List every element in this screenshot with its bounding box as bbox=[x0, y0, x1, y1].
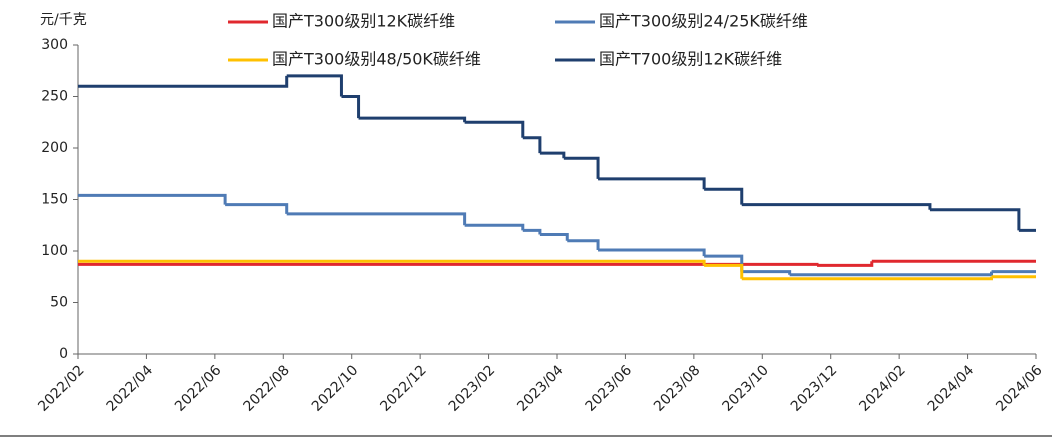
y-tick-label: 300 bbox=[41, 37, 68, 53]
step-segment bbox=[704, 263, 744, 279]
x-tick-label: 2023/02 bbox=[446, 362, 498, 414]
legend: 国产T300级别12K碳纤维 国产T300级别24/25K碳纤维国产T300级别4… bbox=[228, 12, 808, 69]
x-tick-label: 2023/06 bbox=[583, 362, 636, 415]
x-tick-label: 2024/06 bbox=[993, 362, 1046, 415]
step-segment bbox=[522, 136, 542, 154]
step-segment bbox=[598, 177, 706, 190]
x-tick-label: 2022/02 bbox=[35, 362, 87, 414]
step-segment bbox=[741, 203, 932, 210]
step-segment bbox=[522, 228, 542, 235]
legend-label: 国产T300级别48/50K碳纤维 bbox=[272, 50, 481, 69]
y-tick-label: 100 bbox=[41, 243, 68, 259]
x-tick-label: 2023/04 bbox=[514, 362, 567, 415]
step-segment bbox=[358, 116, 467, 123]
step-segment bbox=[741, 276, 994, 281]
x-tick-label: 2023/10 bbox=[719, 362, 771, 414]
step-segment bbox=[78, 259, 706, 266]
y-tick-label: 150 bbox=[41, 192, 68, 208]
x-tick-label: 2022/06 bbox=[172, 362, 225, 415]
step-segment bbox=[464, 223, 525, 231]
x-tick-label: 2023/08 bbox=[651, 362, 703, 414]
step-segment bbox=[741, 270, 792, 275]
legend-label: 国产T300级别24/25K碳纤维 bbox=[599, 12, 808, 31]
step-segment bbox=[341, 95, 361, 119]
y-tick-label: 50 bbox=[50, 295, 68, 311]
x-tick-label: 2024/04 bbox=[925, 362, 978, 415]
step-segment bbox=[817, 261, 874, 267]
y-tick-label: 200 bbox=[41, 140, 68, 156]
step-segment bbox=[225, 203, 289, 214]
step-segment bbox=[539, 233, 569, 241]
step-segment bbox=[789, 271, 994, 277]
y-tick-label: 250 bbox=[41, 89, 68, 105]
x-tick-label: 2023/12 bbox=[788, 362, 840, 414]
x-tick-label: 2022/08 bbox=[240, 362, 292, 414]
step-segment bbox=[598, 248, 706, 257]
legend-label: 国产T700级别12K碳纤维 bbox=[599, 50, 782, 69]
x-tick-label: 2022/10 bbox=[309, 362, 361, 414]
y-axis-label: 元/千克 bbox=[40, 12, 87, 28]
step-segment bbox=[286, 212, 467, 226]
step-segment bbox=[704, 187, 744, 205]
step-segment bbox=[78, 193, 227, 205]
x-tick-label: 2024/02 bbox=[856, 362, 908, 414]
y-tick-label: 0 bbox=[59, 346, 68, 362]
step-segment bbox=[567, 239, 600, 250]
step-segment bbox=[539, 151, 566, 159]
x-tick-label: 2022/12 bbox=[377, 362, 429, 414]
legend-label: 国产T300级别12K碳纤维 bbox=[272, 12, 455, 31]
step-segment bbox=[929, 208, 1021, 231]
step-segment bbox=[78, 75, 289, 88]
step-segment bbox=[464, 120, 525, 138]
x-tick-label: 2022/04 bbox=[104, 362, 157, 415]
step-segment bbox=[286, 74, 343, 97]
step-segment bbox=[563, 156, 600, 179]
